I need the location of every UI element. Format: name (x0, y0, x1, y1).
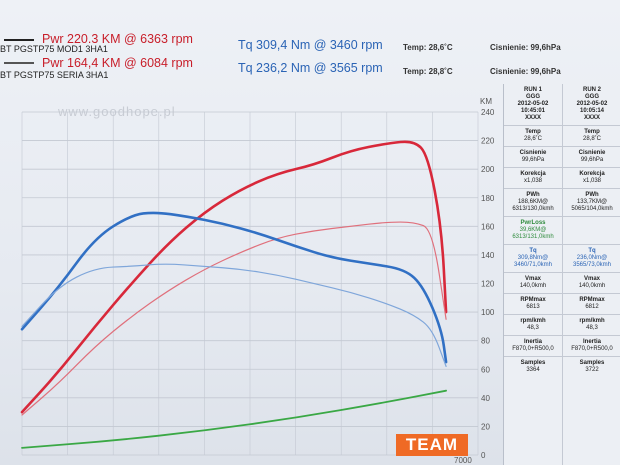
y-tick-label: 20 (481, 422, 490, 431)
run-2-inertia: Inertia F870,0+R500,0 (563, 336, 620, 357)
torque-stock-line (21, 263, 447, 367)
pressure-2: Cisnienie: 99,6hPa (490, 67, 561, 76)
y-tick-label: 40 (481, 394, 490, 403)
run-2-temp: Temp 28,8˚C (563, 126, 620, 147)
power-stock-line (21, 221, 447, 416)
y-tick-label: 140 (481, 251, 495, 260)
dyno-chart: 0 20 40 60 80 100 120 140 160 180 200 220 240 KM 7000 (20, 97, 495, 465)
y-tick-label: 100 (481, 308, 495, 317)
y-tick-label: 160 (481, 222, 495, 231)
run-1-rpm-kmh: rpm/kmh 48,3 (504, 315, 562, 336)
y-tick-label: 180 (481, 194, 495, 203)
x-tick-label: 7000 (454, 456, 472, 465)
torque-tuned-line (20, 211, 448, 364)
temp-2: Temp: 28,8˚C (403, 67, 453, 76)
watermark: www.goodhope.pl (58, 104, 176, 119)
run-1-vmax: Vmax 140,0kmh (504, 273, 562, 294)
run-2-pwh: PWh 133,7KM@ 5065/104,0kmh (563, 189, 620, 217)
run-2-vmax: Vmax 140,0kmh (563, 273, 620, 294)
run-2-pressure: Cisnienie 99,6hPa (563, 147, 620, 168)
tq-summary-1: Tq 309,4 Nm @ 3460 rpm (238, 38, 383, 52)
legend-line-tuned (4, 39, 34, 41)
pwr-summary-1: Pwr 220.3 KM @ 6363 rpm (42, 32, 193, 46)
legend-line-stock (4, 62, 34, 64)
run-2-samples: Samples 3722 (579, 360, 605, 373)
run-2-korekcja: Korekcja x1,038 (563, 168, 620, 189)
run-1-rpmmax: RPMmax 6813 (504, 294, 562, 315)
y-axis-label: KM (480, 97, 492, 106)
run-2-pwrloss (563, 217, 620, 245)
run-2-rpmmax: RPMmax 6812 (563, 294, 620, 315)
temp-1: Temp: 28,6˚C (403, 43, 453, 52)
pressure-1: Cisnienie: 99,6hPa (490, 43, 561, 52)
run-1-korekcja: Korekcja x1,038 (504, 168, 562, 189)
run-1-tq: Tq 309,8Nm@ 3460/71,0kmh (504, 245, 562, 273)
run-2-tq: Tq 236,0Nm@ 3565/73,0kmh (563, 245, 620, 273)
power-loss-line (21, 389, 447, 449)
y-tick-label: 80 (481, 337, 490, 346)
y-tick-label: 60 (481, 365, 490, 374)
run-2-column: RUN 2 GGG 2012-05-02 10:05:14 XXXX Temp 2… (563, 84, 620, 465)
run-1-inertia: Inertia F870,0+R500,0 (504, 336, 562, 357)
run-1-samples: Samples 3364 (520, 360, 546, 373)
run-1-column: RUN 1 GGG 2012-05-02 10:45:01 XXXX Temp 2… (504, 84, 563, 465)
run-name-1: BT PGSTP75 MOD1 3HA1 (0, 44, 108, 54)
pwr-summary-2: Pwr 164,4 KM @ 6084 rpm (42, 56, 193, 70)
y-tick-label: 0 (481, 451, 486, 460)
tq-summary-2: Tq 236,2 Nm @ 3565 rpm (238, 61, 383, 75)
y-tick-label: 220 (481, 137, 495, 146)
y-tick-label: 200 (481, 165, 495, 174)
y-tick-label: 240 (481, 108, 495, 117)
run-name-2: BT PGSTP75 SERIA 3HA1 (0, 70, 109, 80)
run-2-rpm-kmh: rpm/kmh 48,3 (563, 315, 620, 336)
run-1-temp: Temp 28,6˚C (504, 126, 562, 147)
y-tick-label: 120 (481, 280, 495, 289)
run-1-pressure: Cisnienie 99,6hPa (504, 147, 562, 168)
power-tuned-line (20, 140, 448, 414)
run-1-pwrloss: PwrLoss 39,6KM@ 6313/131,0kmh (504, 217, 562, 245)
run-summary-panel: RUN 1 GGG 2012-05-02 10:45:01 XXXX Temp 2… (503, 84, 620, 465)
run-2-head: RUN 2 GGG 2012-05-02 10:05:14 XXXX (563, 84, 620, 126)
team-logo: TEAM (396, 434, 468, 456)
run-1-head: RUN 1 GGG 2012-05-02 10:45:01 XXXX (504, 84, 562, 126)
run-1-pwh: PWh 188,6KM@ 6313/130,0kmh (504, 189, 562, 217)
